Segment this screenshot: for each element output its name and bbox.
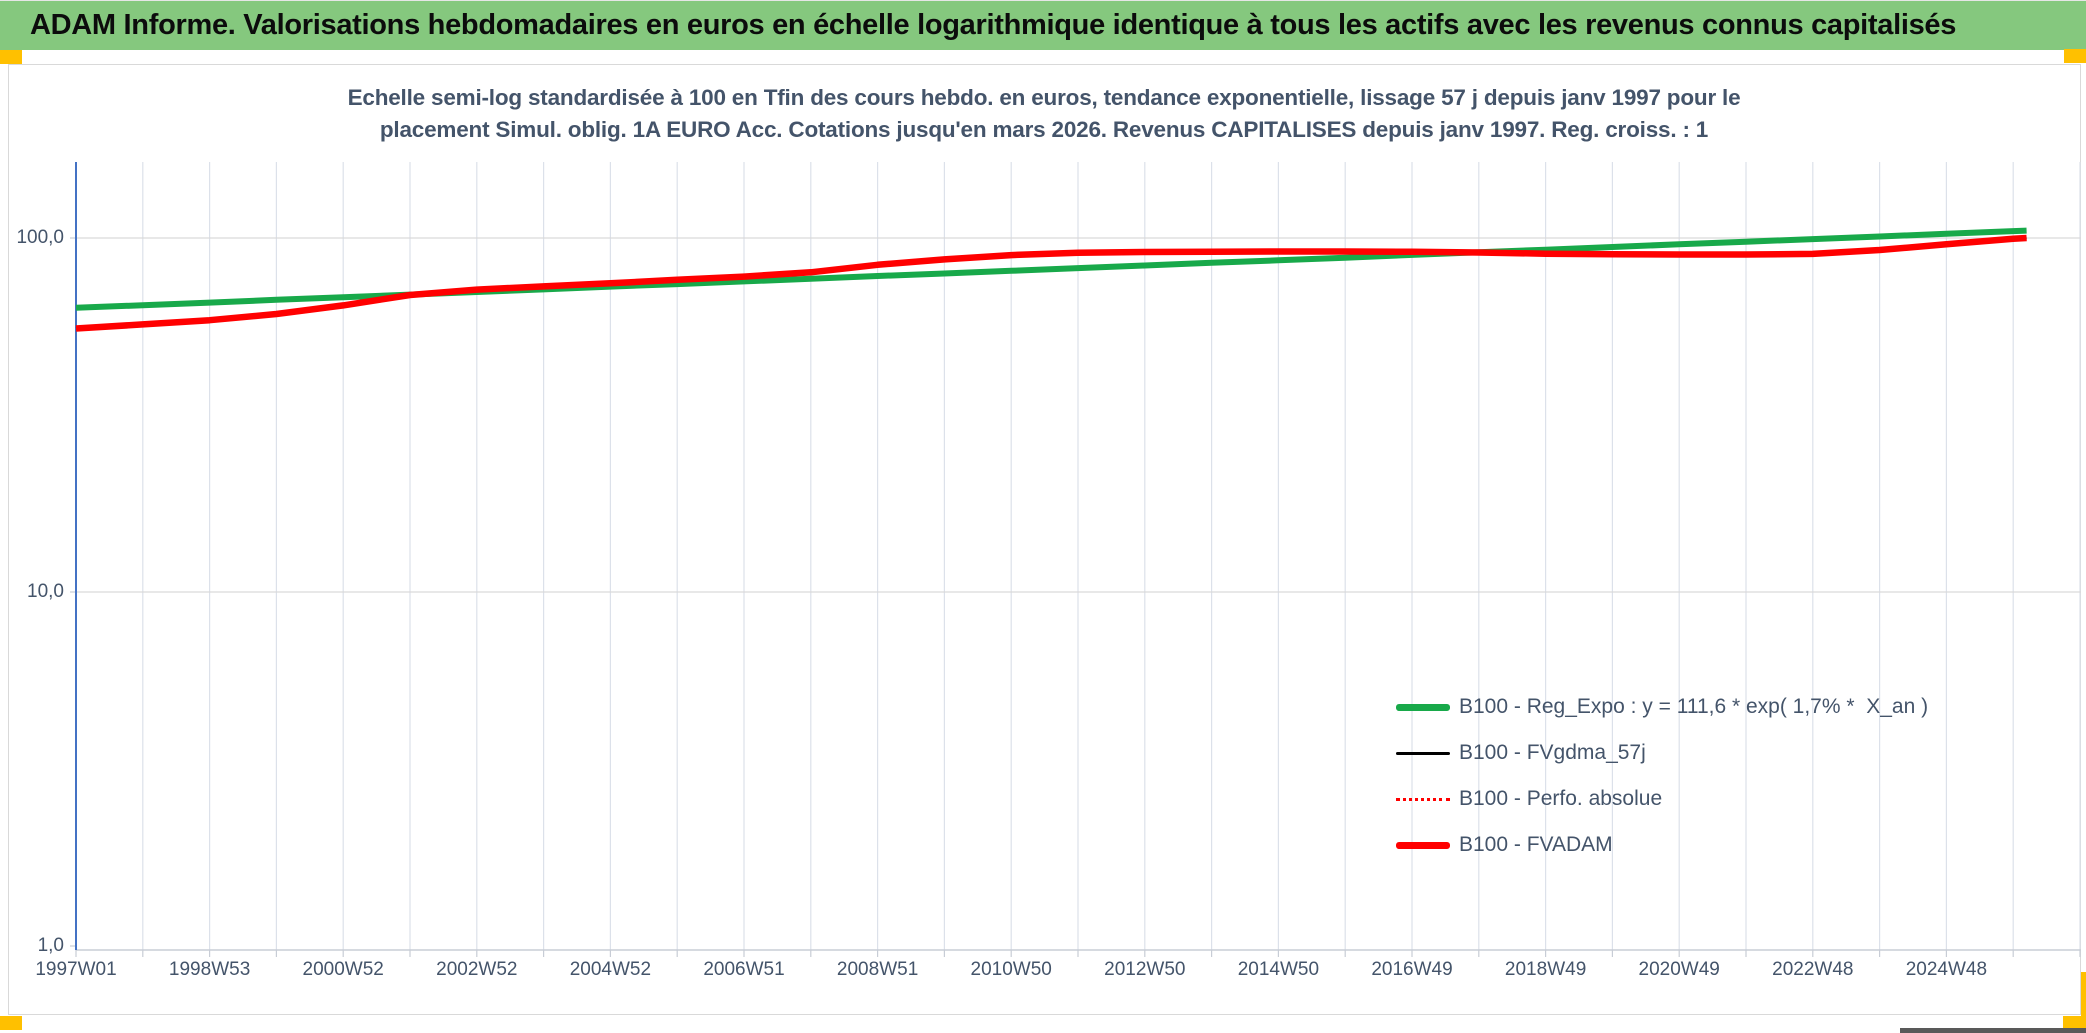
x-axis-tick-label: 2008W51	[836, 959, 919, 980]
chart-legend: B100 - Reg_Expo : y = 111,6 * exp( 1,7% …	[1396, 684, 1956, 868]
red-line-swatch	[1396, 841, 1450, 849]
x-axis-tick-label: 2020W49	[1638, 959, 1720, 980]
legend-row-reg-expo: B100 - Reg_Expo : y = 111,6 * exp( 1,7% …	[1396, 684, 1956, 730]
header-bar: ADAM Informe. Valorisations hebdomadaire…	[0, 0, 2086, 50]
black-line-swatch	[1396, 751, 1450, 755]
y-axis-tick-label: 10,0	[27, 581, 64, 602]
legend-label-fvgdma: B100 - FVgdma_57j	[1459, 741, 1646, 764]
x-axis-tick-label: 2000W52	[302, 959, 384, 980]
x-axis-tick-label: 2002W52	[436, 959, 518, 980]
chart-title: Echelle semi-log standardisée à 100 en T…	[8, 82, 2080, 146]
y-axis-tick-label: 100,0	[16, 227, 64, 248]
legend-row-perfo-absolue: B100 - Perfo. absolue	[1396, 776, 1956, 822]
legend-label-reg-expo: B100 - Reg_Expo : y = 111,6 * exp( 1,7% …	[1459, 695, 1929, 718]
x-axis-tick-label: 2022W48	[1772, 959, 1854, 980]
x-axis-tick-label: 2010W50	[970, 959, 1052, 980]
x-axis-tick-label: 2014W50	[1237, 959, 1320, 980]
x-axis-tick-label: 2012W50	[1104, 959, 1186, 980]
series-line-b100-fvadam	[75, 234, 2027, 332]
x-axis-tick-label: 2004W52	[569, 959, 652, 980]
bottom-edge-strip	[1900, 1028, 2086, 1033]
x-axis-tick-label: 2006W51	[703, 959, 785, 980]
legend-row-fvadam: B100 - FVADAM	[1396, 822, 1956, 868]
chart-title-line-1: Echelle semi-log standardisée à 100 en T…	[347, 85, 1741, 110]
x-axis-tick-label: 2018W49	[1504, 959, 1587, 980]
legend-label-perfo-absolue: B100 - Perfo. absolue	[1459, 787, 1663, 810]
chart-title-line-2: placement Simul. oblig. 1A EURO Acc. Cot…	[379, 117, 1709, 142]
x-axis-tick-label: 1997W01	[35, 959, 117, 980]
series-line-b100-reg-expo-y-111-6-exp-1-7-x-an-	[75, 227, 2027, 311]
y-axis-tick-label: 1,0	[37, 935, 64, 956]
green-line-swatch	[1396, 703, 1450, 711]
corner-marker-bottom-right	[2063, 1016, 2086, 1029]
corner-marker-top-left	[0, 50, 22, 64]
legend-label-fvadam: B100 - FVADAM	[1459, 833, 1613, 856]
chart-frame	[8, 64, 2081, 1015]
right-edge-marker-strip	[2081, 972, 2086, 1016]
x-axis-tick-label: 2016W49	[1371, 959, 1453, 980]
x-axis-tick-label: 1998W53	[168, 959, 251, 980]
corner-marker-top-right	[2064, 49, 2086, 63]
x-axis-tick-label: 2024W48	[1905, 959, 1988, 980]
page-title: ADAM Informe. Valorisations hebdomadaire…	[30, 9, 1957, 41]
red-dotted-line-swatch	[1396, 797, 1450, 801]
corner-marker-bottom-left	[0, 1016, 22, 1030]
legend-row-fvgdma: B100 - FVgdma_57j	[1396, 730, 1956, 776]
